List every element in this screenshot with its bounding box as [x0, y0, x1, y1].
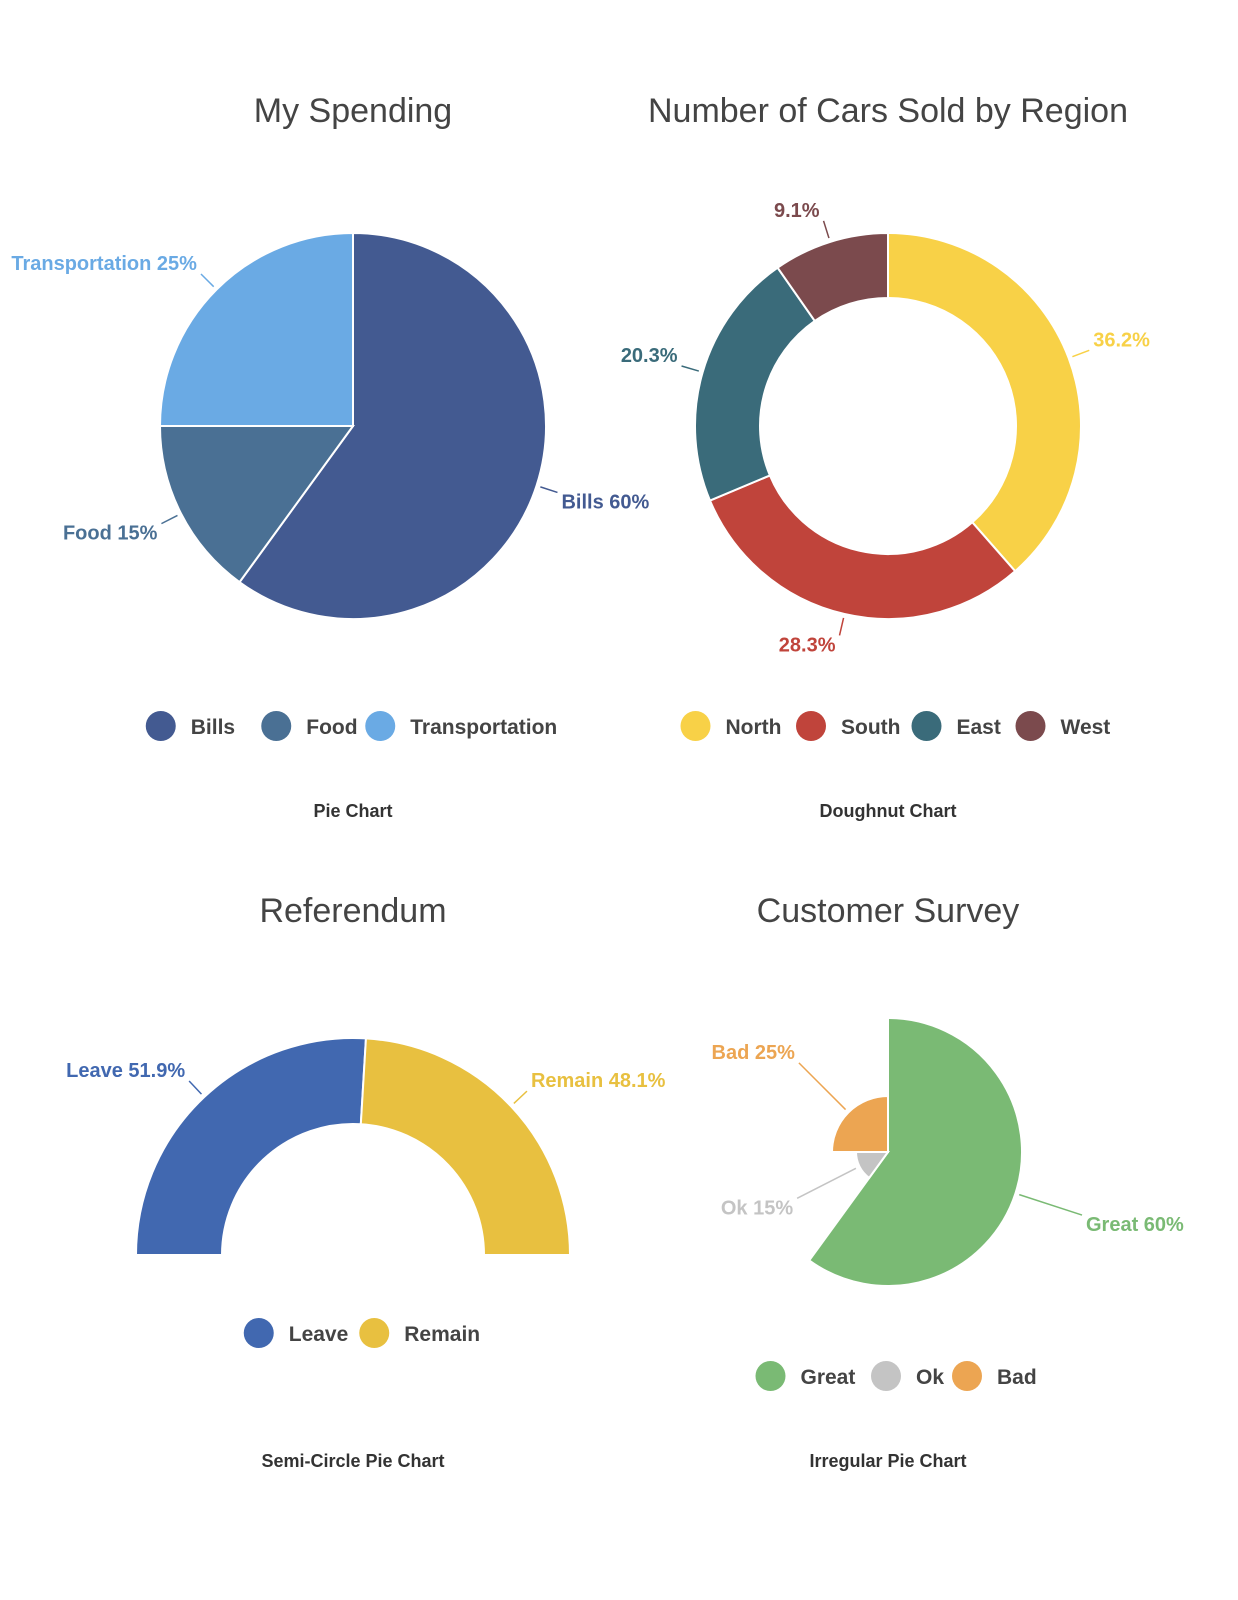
- slice-great[interactable]: [807, 1016, 1023, 1287]
- legend-swatch: [145, 711, 176, 741]
- legend-label: Great: [801, 1366, 856, 1389]
- leader-line: [513, 1090, 528, 1105]
- chart-semi-circle: Referendum Leave 51.9% Remain 48.1% Leave Re…: [66, 892, 666, 1471]
- slice-label: Ok 15%: [721, 1197, 793, 1219]
- slice-label: Food 15%: [63, 523, 158, 545]
- slice-bills[interactable]: [238, 231, 547, 620]
- legend-swatch: [680, 711, 711, 741]
- legend-item-leave[interactable]: Leave: [243, 1318, 349, 1348]
- legend-item-remain[interactable]: Remain: [359, 1318, 480, 1348]
- slice-label: Leave 51.9%: [66, 1060, 185, 1082]
- legend-swatch: [1015, 711, 1046, 741]
- legend-swatch: [871, 1361, 901, 1391]
- leader-line: [822, 220, 830, 239]
- chart-caption: Semi-Circle Pie Chart: [261, 1451, 444, 1471]
- legend-item-west[interactable]: West: [1015, 711, 1111, 741]
- legend-swatch: [796, 711, 826, 741]
- slice-south[interactable]: [708, 474, 1017, 620]
- legend-swatch: [952, 1361, 982, 1391]
- legend-item-great[interactable]: Great: [755, 1361, 856, 1391]
- legend-label: Remain: [404, 1323, 480, 1346]
- leader-line: [1019, 1193, 1083, 1216]
- chart-caption: Doughnut Chart: [820, 801, 957, 821]
- leader-line: [838, 617, 845, 636]
- legend-label: Leave: [289, 1323, 349, 1346]
- slice-west[interactable]: [776, 231, 889, 323]
- legend: North South East West: [680, 711, 1111, 741]
- legend-label: Ok: [916, 1366, 944, 1389]
- legend-label: East: [957, 716, 1001, 739]
- legend-label: Bad: [997, 1366, 1037, 1389]
- slice-label: 9.1%: [774, 200, 820, 222]
- legend-swatch: [261, 711, 292, 741]
- chart-irregular: Customer Survey Great 60% Ok 15% Bad 25% Gre…: [712, 892, 1185, 1471]
- slice-label: 28.3%: [779, 634, 836, 656]
- slice-north[interactable]: [887, 231, 1082, 573]
- slice-leave[interactable]: [134, 1037, 368, 1256]
- legend-label: West: [1061, 716, 1111, 739]
- legend-item-bad[interactable]: Bad: [952, 1361, 1037, 1391]
- slice-label: 36.2%: [1093, 329, 1150, 351]
- legend-item-ok[interactable]: Ok: [871, 1361, 944, 1391]
- legend-item-east[interactable]: East: [911, 711, 1001, 741]
- legend-swatch: [365, 711, 396, 741]
- slice-bad[interactable]: [830, 1094, 889, 1153]
- slice-label: Bad 25%: [712, 1042, 796, 1064]
- legend-item-south[interactable]: South: [796, 711, 900, 741]
- leader-line: [681, 365, 700, 372]
- chart-title: My Spending: [254, 92, 452, 130]
- legend: Great Ok Bad: [755, 1361, 1037, 1391]
- leader-line: [1072, 349, 1090, 358]
- legend-swatch: [359, 1318, 390, 1348]
- legend-label: Bills: [191, 716, 235, 739]
- legend: Leave Remain: [243, 1318, 480, 1348]
- leader-line: [200, 273, 215, 288]
- slice-transportation[interactable]: [158, 231, 354, 427]
- chart-caption: Pie Chart: [313, 801, 392, 821]
- legend-label: Food: [306, 716, 357, 739]
- legend-swatch: [243, 1318, 274, 1348]
- legend: Bills Food Transportation: [145, 711, 557, 741]
- slice-label: Great 60%: [1086, 1214, 1184, 1236]
- slice-remain[interactable]: [359, 1037, 572, 1256]
- leader-line: [161, 514, 178, 525]
- slice-food[interactable]: [158, 425, 355, 584]
- slice-label: Transportation 25%: [11, 253, 197, 275]
- slice-label: Bills 60%: [561, 491, 649, 513]
- chart-title: Customer Survey: [757, 892, 1020, 930]
- legend-swatch: [755, 1361, 786, 1391]
- chart-caption: Irregular Pie Chart: [809, 1451, 966, 1471]
- legend-item-transportation[interactable]: Transportation: [365, 711, 557, 741]
- chart-pie: My Spending Bills 60% Food 15% Transportati…: [11, 92, 649, 821]
- leader-line: [796, 1167, 857, 1199]
- legend-swatch: [911, 711, 942, 741]
- legend-item-bills[interactable]: Bills: [145, 711, 235, 741]
- slice-label: Remain 48.1%: [531, 1070, 666, 1092]
- chart-title: Referendum: [259, 892, 446, 930]
- slice-east[interactable]: [694, 266, 817, 502]
- leader-line: [540, 486, 558, 494]
- legend-label: Transportation: [410, 716, 557, 739]
- legend-label: South: [841, 716, 900, 739]
- legend-item-food[interactable]: Food: [261, 711, 358, 741]
- leader-line: [798, 1062, 847, 1111]
- leader-line: [188, 1080, 203, 1095]
- chart-title: Number of Cars Sold by Region: [648, 92, 1128, 130]
- slice-label: 20.3%: [621, 345, 678, 367]
- chart-doughnut: Number of Cars Sold by Region 36.2% 28.3% 2…: [621, 92, 1150, 821]
- legend-item-north[interactable]: North: [680, 711, 782, 741]
- legend-label: North: [726, 716, 782, 739]
